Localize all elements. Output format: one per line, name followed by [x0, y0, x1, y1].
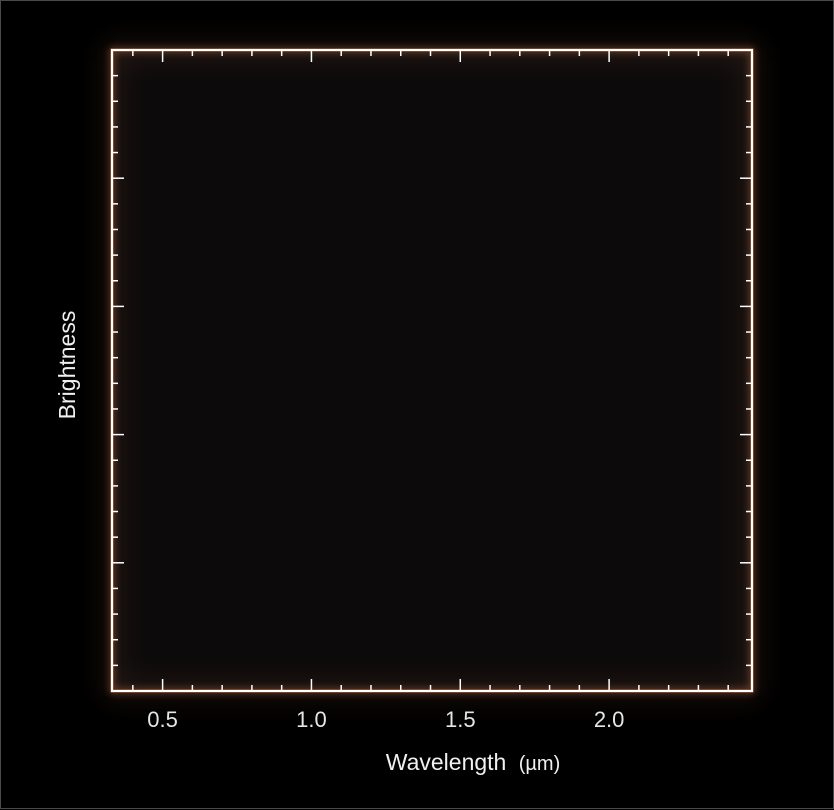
x-tick-label: 1.0 — [296, 707, 327, 732]
x-tick-labels: 0.5 1.0 1.5 2.0 — [147, 707, 624, 732]
axes-frame — [111, 49, 753, 692]
x-axis-title: Wavelength (µm) — [386, 749, 561, 775]
x-axis-title-text: Wavelength — [386, 749, 507, 775]
axes-frame-group — [111, 49, 753, 692]
x-axis-unit: (µm) — [519, 753, 561, 775]
y-axis-title: Brightness — [54, 311, 80, 420]
x-tick-label: 2.0 — [594, 707, 625, 732]
x-tick-label: 1.5 — [445, 707, 476, 732]
tick-marks-group — [112, 50, 752, 691]
plot-area — [112, 50, 752, 691]
x-tick-label: 0.5 — [147, 707, 178, 732]
